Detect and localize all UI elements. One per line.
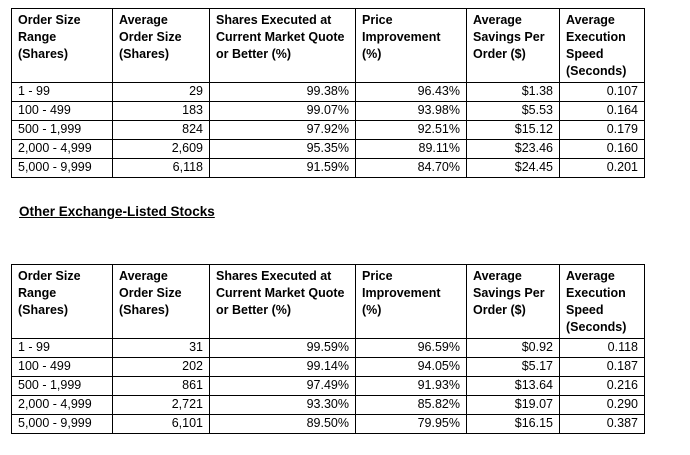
order-size-range-cell: 100 - 499 <box>11 357 113 377</box>
order-size-range-cell: 1 - 99 <box>11 338 113 358</box>
shares-executed-cell: 99.07% <box>209 101 356 121</box>
price-improvement-cell: 84.70% <box>355 158 467 178</box>
average-savings-cell: $16.15 <box>466 414 560 434</box>
table-row: 1 - 99 29 99.38% 96.43% $1.38 0.107 <box>11 82 645 102</box>
order-size-range-cell: 2,000 - 4,999 <box>11 139 113 159</box>
table-row: 2,000 - 4,999 2,721 93.30% 85.82% $19.07… <box>11 395 645 415</box>
column-header-average-savings: Average Savings Per Order ($) <box>466 8 560 83</box>
table-row: 500 - 1,999 861 97.49% 91.93% $13.64 0.2… <box>11 376 645 396</box>
average-savings-cell: $15.12 <box>466 120 560 140</box>
execution-speed-cell: 0.179 <box>559 120 645 140</box>
column-header-shares-executed: Shares Executed at Current Market Quote … <box>209 264 356 339</box>
shares-executed-cell: 97.92% <box>209 120 356 140</box>
price-improvement-cell: 96.59% <box>355 338 467 358</box>
price-improvement-cell: 79.95% <box>355 414 467 434</box>
shares-executed-cell: 91.59% <box>209 158 356 178</box>
column-header-order-size-range: Order Size Range (Shares) <box>11 264 113 339</box>
average-order-size-cell: 202 <box>112 357 210 377</box>
table-row: 100 - 499 183 99.07% 93.98% $5.53 0.164 <box>11 101 645 121</box>
average-savings-cell: $1.38 <box>466 82 560 102</box>
order-size-range-cell: 5,000 - 9,999 <box>11 414 113 434</box>
table-row: 100 - 499 202 99.14% 94.05% $5.17 0.187 <box>11 357 645 377</box>
order-size-range-cell: 2,000 - 4,999 <box>11 395 113 415</box>
average-order-size-cell: 2,721 <box>112 395 210 415</box>
execution-speed-cell: 0.216 <box>559 376 645 396</box>
average-savings-cell: $13.64 <box>466 376 560 396</box>
execution-speed-cell: 0.387 <box>559 414 645 434</box>
execution-speed-cell: 0.107 <box>559 82 645 102</box>
average-order-size-cell: 824 <box>112 120 210 140</box>
shares-executed-cell: 99.59% <box>209 338 356 358</box>
order-size-range-cell: 5,000 - 9,999 <box>11 158 113 178</box>
table-row: 5,000 - 9,999 6,101 89.50% 79.95% $16.15… <box>11 414 645 434</box>
column-header-price-improvement: Price Improvement (%) <box>355 8 467 83</box>
column-header-shares-executed: Shares Executed at Current Market Quote … <box>209 8 356 83</box>
price-improvement-cell: 85.82% <box>355 395 467 415</box>
price-improvement-cell: 91.93% <box>355 376 467 396</box>
price-improvement-cell: 93.98% <box>355 101 467 121</box>
execution-speed-cell: 0.290 <box>559 395 645 415</box>
average-order-size-cell: 31 <box>112 338 210 358</box>
order-size-range-cell: 100 - 499 <box>11 101 113 121</box>
order-size-range-cell: 500 - 1,999 <box>11 376 113 396</box>
column-header-execution-speed: Average Execution Speed (Seconds) <box>559 264 645 339</box>
execution-stats-table-1: Order Size Range (Shares) Average Order … <box>11 8 645 178</box>
shares-executed-cell: 99.14% <box>209 357 356 377</box>
execution-speed-cell: 0.118 <box>559 338 645 358</box>
average-savings-cell: $24.45 <box>466 158 560 178</box>
execution-speed-cell: 0.187 <box>559 357 645 377</box>
average-order-size-cell: 861 <box>112 376 210 396</box>
average-savings-cell: $5.17 <box>466 357 560 377</box>
header-row: Order Size Range (Shares) Average Order … <box>11 8 645 83</box>
column-header-average-savings: Average Savings Per Order ($) <box>466 264 560 339</box>
column-header-price-improvement: Price Improvement (%) <box>355 264 467 339</box>
average-order-size-cell: 2,609 <box>112 139 210 159</box>
average-savings-cell: $5.53 <box>466 101 560 121</box>
shares-executed-cell: 97.49% <box>209 376 356 396</box>
average-savings-cell: $19.07 <box>466 395 560 415</box>
table-row: 5,000 - 9,999 6,118 91.59% 84.70% $24.45… <box>11 158 645 178</box>
execution-stats-table-2: Order Size Range (Shares) Average Order … <box>11 264 645 434</box>
price-improvement-cell: 94.05% <box>355 357 467 377</box>
average-order-size-cell: 6,101 <box>112 414 210 434</box>
average-savings-cell: $23.46 <box>466 139 560 159</box>
price-improvement-cell: 96.43% <box>355 82 467 102</box>
order-size-range-cell: 1 - 99 <box>11 82 113 102</box>
header-row: Order Size Range (Shares) Average Order … <box>11 264 645 339</box>
shares-executed-cell: 89.50% <box>209 414 356 434</box>
order-size-range-cell: 500 - 1,999 <box>11 120 113 140</box>
column-header-average-order-size: Average Order Size (Shares) <box>112 264 210 339</box>
price-improvement-cell: 89.11% <box>355 139 467 159</box>
shares-executed-cell: 93.30% <box>209 395 356 415</box>
average-order-size-cell: 6,118 <box>112 158 210 178</box>
column-header-average-order-size: Average Order Size (Shares) <box>112 8 210 83</box>
table-row: 1 - 99 31 99.59% 96.59% $0.92 0.118 <box>11 338 645 358</box>
shares-executed-cell: 99.38% <box>209 82 356 102</box>
column-header-order-size-range: Order Size Range (Shares) <box>11 8 113 83</box>
column-header-execution-speed: Average Execution Speed (Seconds) <box>559 8 645 83</box>
average-order-size-cell: 29 <box>112 82 210 102</box>
average-order-size-cell: 183 <box>112 101 210 121</box>
price-improvement-cell: 92.51% <box>355 120 467 140</box>
shares-executed-cell: 95.35% <box>209 139 356 159</box>
average-savings-cell: $0.92 <box>466 338 560 358</box>
table-row: 2,000 - 4,999 2,609 95.35% 89.11% $23.46… <box>11 139 645 159</box>
execution-speed-cell: 0.160 <box>559 139 645 159</box>
section-title-other-exchange-listed-stocks: Other Exchange-Listed Stocks <box>19 204 215 219</box>
table-row: 500 - 1,999 824 97.92% 92.51% $15.12 0.1… <box>11 120 645 140</box>
execution-speed-cell: 0.201 <box>559 158 645 178</box>
execution-speed-cell: 0.164 <box>559 101 645 121</box>
